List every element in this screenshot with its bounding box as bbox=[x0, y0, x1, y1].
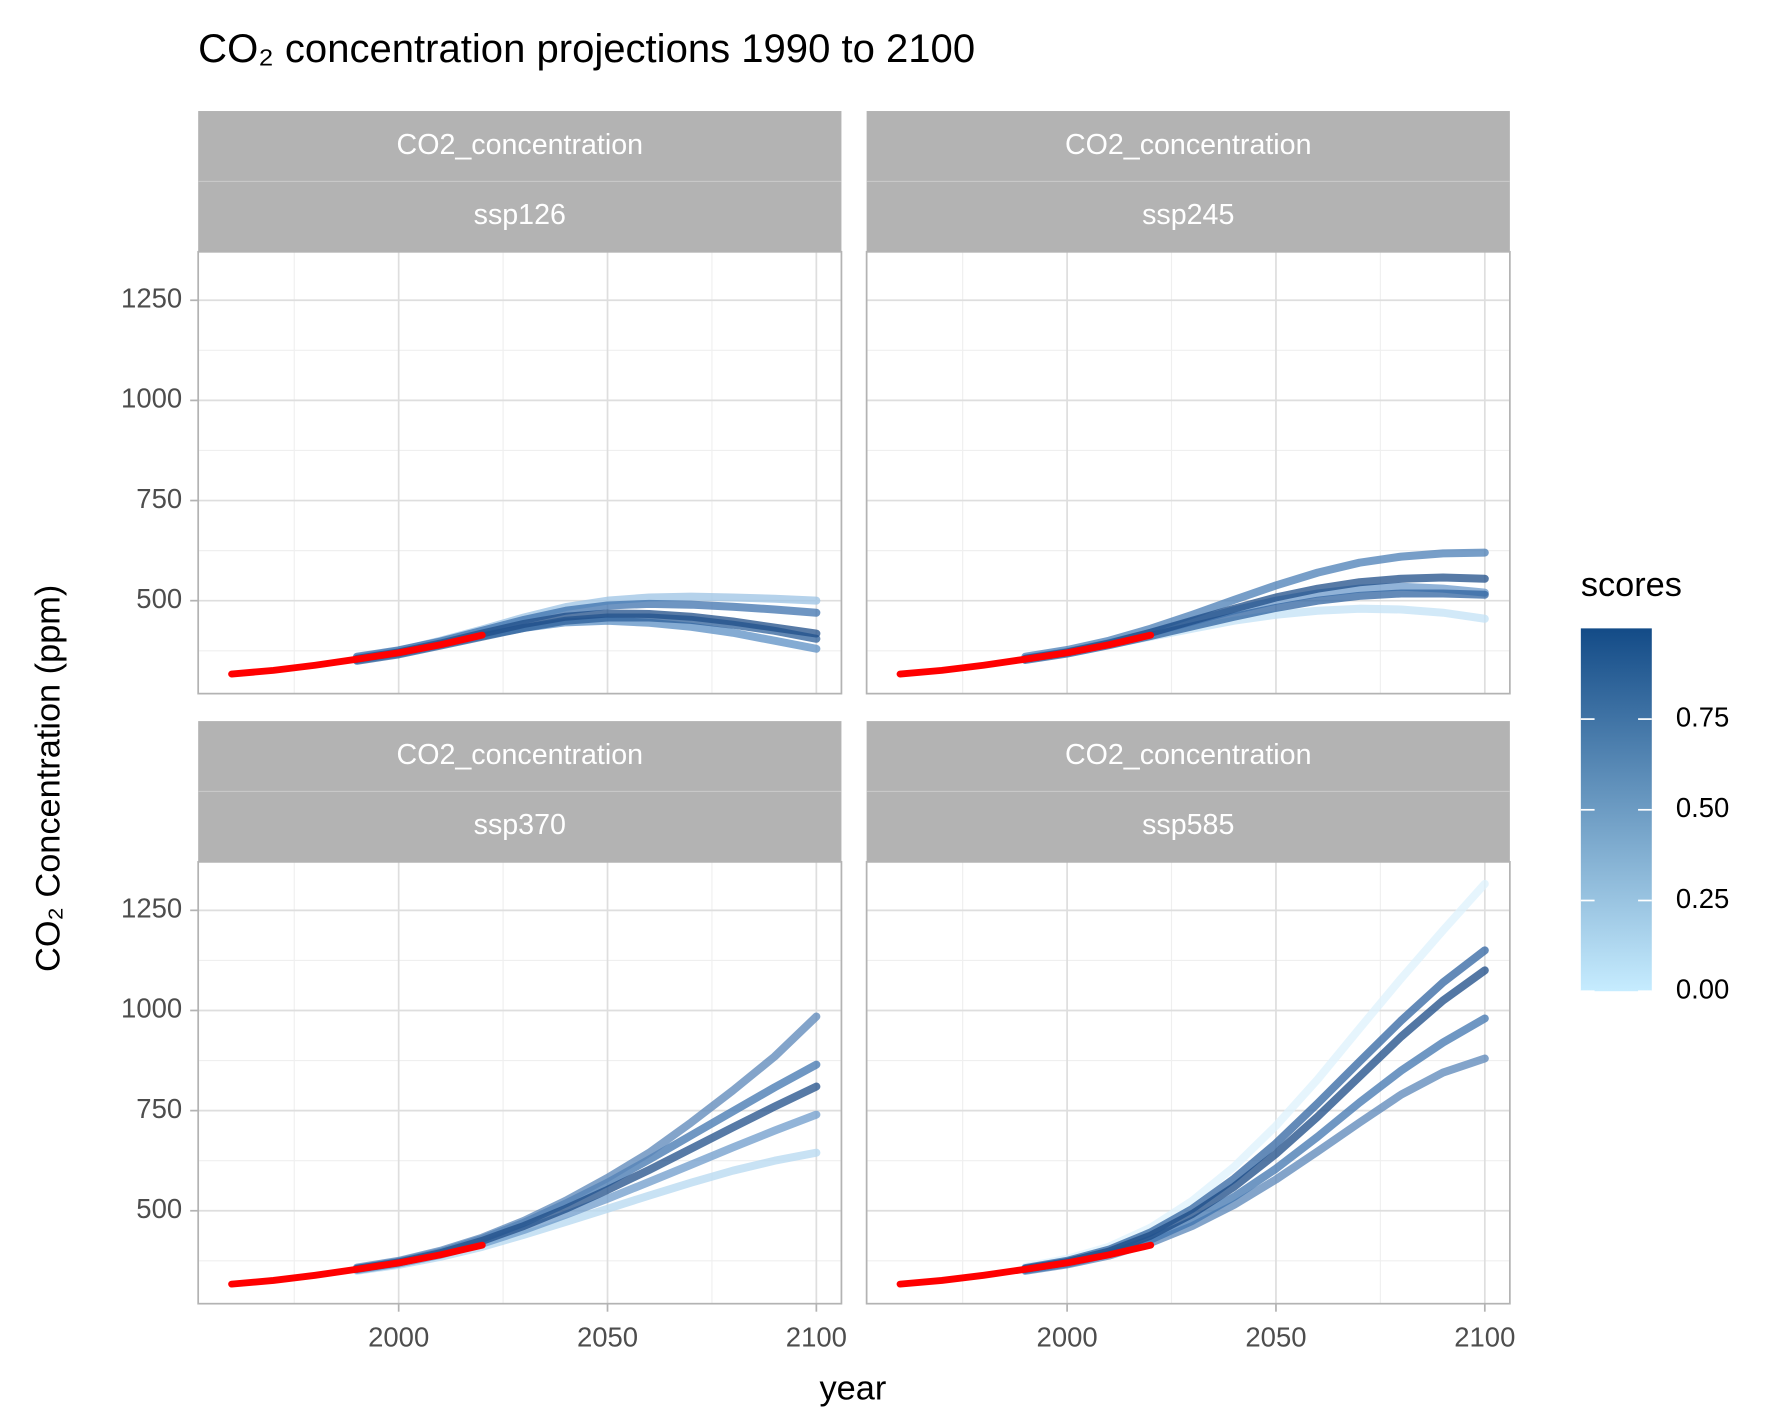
facet-strip bbox=[866, 181, 1510, 252]
facet-strip bbox=[198, 791, 842, 862]
facet-strip bbox=[866, 791, 1510, 862]
y-tick-label: 500 bbox=[136, 583, 182, 614]
y-axis-label: CO₂ Concentration (ppm) bbox=[30, 585, 68, 972]
y-tick-label: 1250 bbox=[121, 283, 182, 314]
x-axis-label: year bbox=[819, 1370, 886, 1408]
x-tick-label: 2000 bbox=[368, 1321, 429, 1352]
facet-strip bbox=[866, 721, 1510, 792]
y-tick-label: 1000 bbox=[121, 383, 182, 414]
y-tick-label: 750 bbox=[136, 483, 182, 514]
history-line bbox=[228, 1241, 486, 1288]
x-tick-label: 2100 bbox=[786, 1321, 847, 1352]
facet-strip-label: CO2_concentration bbox=[1065, 739, 1312, 771]
facet-strip-label: ssp126 bbox=[474, 199, 566, 231]
facet-strip-label: ssp370 bbox=[474, 809, 566, 841]
x-tick-label: 2050 bbox=[577, 1321, 638, 1352]
x-tick-label: 2100 bbox=[1454, 1321, 1515, 1352]
legend-title: scores bbox=[1581, 566, 1682, 604]
y-tick-label: 500 bbox=[136, 1193, 182, 1224]
facet-strip bbox=[198, 111, 842, 182]
facet-strip-label: CO2_concentration bbox=[397, 129, 644, 161]
history-line bbox=[228, 631, 486, 678]
chart-title: CO₂ concentration projections 1990 to 21… bbox=[198, 27, 975, 71]
facet-strip bbox=[198, 181, 842, 252]
facet-strip bbox=[866, 111, 1510, 182]
facet-strip-label: CO2_concentration bbox=[397, 739, 644, 771]
x-tick-label: 2050 bbox=[1245, 1321, 1306, 1352]
y-tick-label: 750 bbox=[136, 1093, 182, 1124]
facet-strip-label: ssp245 bbox=[1142, 199, 1234, 231]
panel-border bbox=[197, 861, 843, 1305]
y-tick-label: 1250 bbox=[121, 893, 182, 924]
panel-border bbox=[865, 250, 1511, 695]
legend-tick-label: 0.75 bbox=[1676, 701, 1729, 732]
legend-tick-label: 0.50 bbox=[1676, 792, 1729, 823]
facet-strip bbox=[198, 721, 842, 792]
x-tick-label: 2000 bbox=[1037, 1321, 1098, 1352]
history-line bbox=[896, 631, 1155, 678]
facet-strip-label: CO2_concentration bbox=[1065, 129, 1312, 161]
history-line bbox=[896, 1241, 1155, 1288]
legend-tick-label: 0.25 bbox=[1676, 883, 1729, 914]
facet-strip-label: ssp585 bbox=[1142, 809, 1234, 841]
y-tick-label: 1000 bbox=[121, 993, 182, 1024]
panel-border bbox=[865, 861, 1511, 1305]
panel-border bbox=[197, 250, 843, 695]
legend-tick-label: 0.00 bbox=[1676, 973, 1729, 1004]
